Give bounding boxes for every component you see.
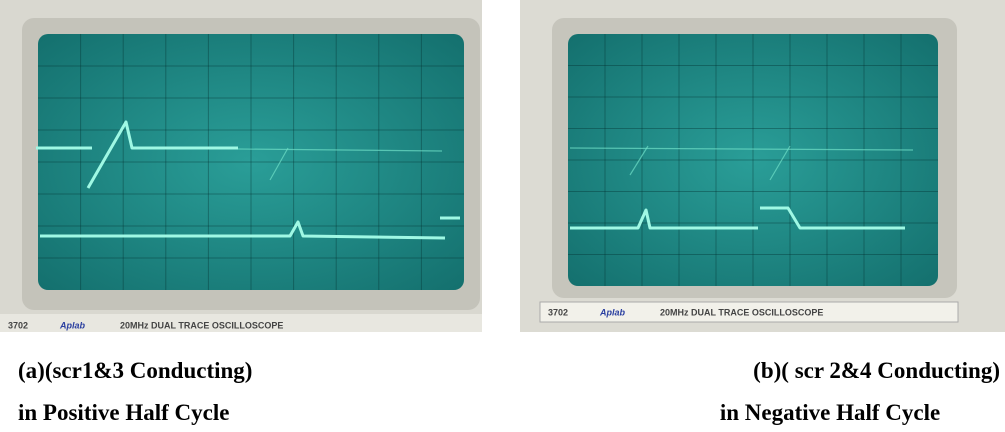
model: 3702 [548, 307, 568, 317]
model: 3702 [8, 320, 28, 330]
caption-line: in Negative Half Cycle [720, 400, 940, 425]
photo-right: 3702 Aplab 20MHz DUAL TRACE OSCILLOSCOPE [520, 0, 1005, 332]
brand: Aplab [599, 307, 626, 317]
caption-line: in Positive Half Cycle [18, 400, 229, 425]
caption-line: (a)(scr1&3 Conducting) [18, 358, 252, 383]
photo-left: 3702 Aplab 20MHz DUAL TRACE OSCILLOSCOPE [0, 0, 482, 334]
figure: 3702 Aplab 20MHz DUAL TRACE OSCILLOSCOPE… [0, 0, 1005, 432]
caption-line: (b)( scr 2&4 Conducting) [753, 358, 1000, 383]
brand: Aplab [59, 320, 86, 330]
description: 20MHz DUAL TRACE OSCILLOSCOPE [660, 307, 823, 317]
description: 20MHz DUAL TRACE OSCILLOSCOPE [120, 320, 283, 330]
